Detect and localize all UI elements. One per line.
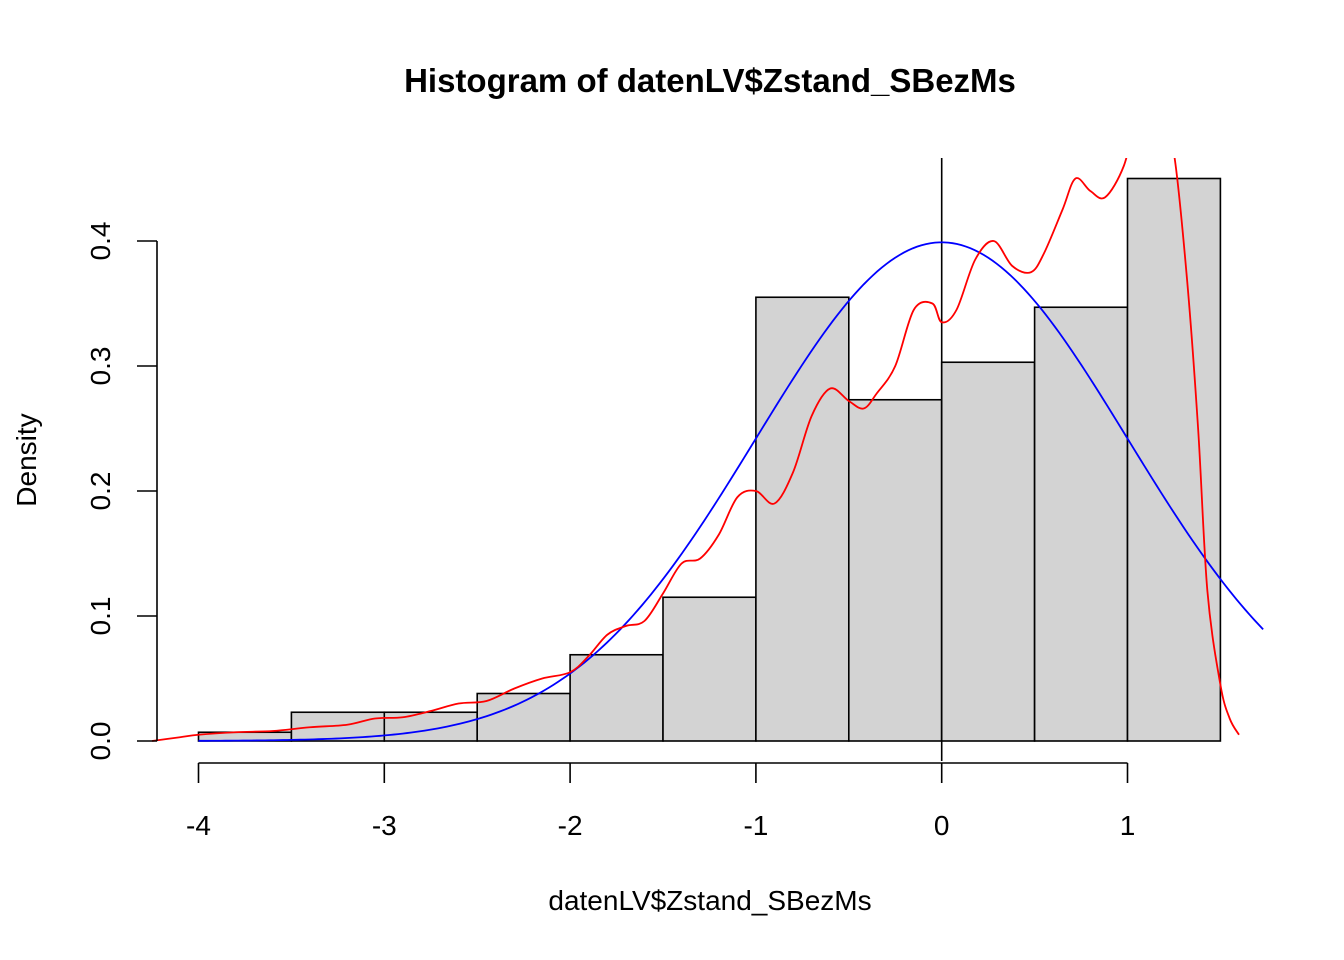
chart-title: Histogram of datenLV$Zstand_SBezMs — [404, 62, 1016, 99]
kernel-density-curve — [151, 158, 1240, 742]
histogram-bar-3 — [383, 711, 478, 742]
y-tick-label: 0.4 — [85, 222, 116, 261]
histogram-bar-8 — [847, 398, 943, 742]
x-tick-label: 1 — [1120, 810, 1136, 841]
x-axis-label: datenLV$Zstand_SBezMs — [548, 885, 871, 916]
histogram-bar-11 — [1126, 177, 1222, 742]
x-tick-label: 0 — [934, 810, 950, 841]
y-axis-label: Density — [11, 413, 42, 506]
histogram-bar-5 — [569, 653, 664, 742]
histogram-bar-9 — [940, 361, 1036, 742]
histogram-bar-6 — [662, 596, 757, 742]
x-tick-label: -3 — [372, 810, 397, 841]
x-axis: -4 -3 -2 -1 0 1 — [186, 762, 1136, 841]
normal-density-curve — [198, 241, 1264, 742]
x-tick-label: -1 — [743, 810, 768, 841]
y-tick-label: 0.2 — [85, 472, 116, 511]
y-tick-label: 0.0 — [85, 722, 116, 761]
x-tick-label: -4 — [186, 810, 211, 841]
histogram-bar-10 — [1033, 306, 1129, 742]
x-tick-label: -2 — [558, 810, 583, 841]
y-tick-label: 0.1 — [85, 597, 116, 636]
histogram-bars — [197, 177, 1222, 742]
y-tick-label: 0.3 — [85, 347, 116, 386]
y-axis: 0.0 0.1 0.2 0.3 0.4 — [85, 222, 158, 761]
